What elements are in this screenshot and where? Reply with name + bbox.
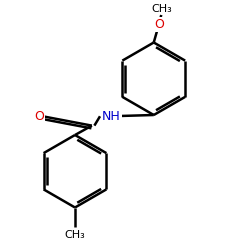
Text: O: O: [34, 110, 44, 123]
Text: O: O: [154, 18, 164, 32]
Text: NH: NH: [102, 110, 120, 123]
Text: CH₃: CH₃: [64, 230, 86, 239]
Text: CH₃: CH₃: [151, 4, 172, 14]
